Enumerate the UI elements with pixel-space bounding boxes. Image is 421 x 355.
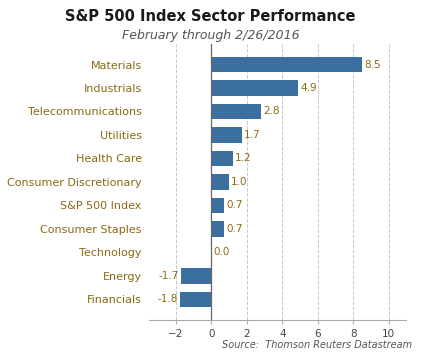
Text: 1.2: 1.2 [235,153,251,163]
Bar [211,80,298,95]
Text: 8.5: 8.5 [364,60,381,70]
Bar [211,104,261,119]
Text: 0.0: 0.0 [213,247,230,257]
Bar [211,198,224,213]
Bar [211,57,362,72]
Text: 2.8: 2.8 [263,106,280,116]
Text: -1.8: -1.8 [157,294,177,304]
Bar [211,221,224,236]
Text: February through 2/26/2016: February through 2/26/2016 [122,29,299,42]
Bar [211,151,233,166]
Text: 1.7: 1.7 [244,130,260,140]
Text: Source:  Thomson Reuters Datastream: Source: Thomson Reuters Datastream [222,340,413,350]
Bar [181,268,211,284]
Text: 1.0: 1.0 [231,177,248,187]
Bar [180,292,211,307]
Text: 4.9: 4.9 [300,83,317,93]
Text: -1.7: -1.7 [159,271,179,281]
Text: S&P 500 Index Sector Performance: S&P 500 Index Sector Performance [65,9,356,24]
Text: 0.7: 0.7 [226,224,242,234]
Text: 0.7: 0.7 [226,201,242,211]
Bar [211,174,229,190]
Bar [211,127,242,143]
